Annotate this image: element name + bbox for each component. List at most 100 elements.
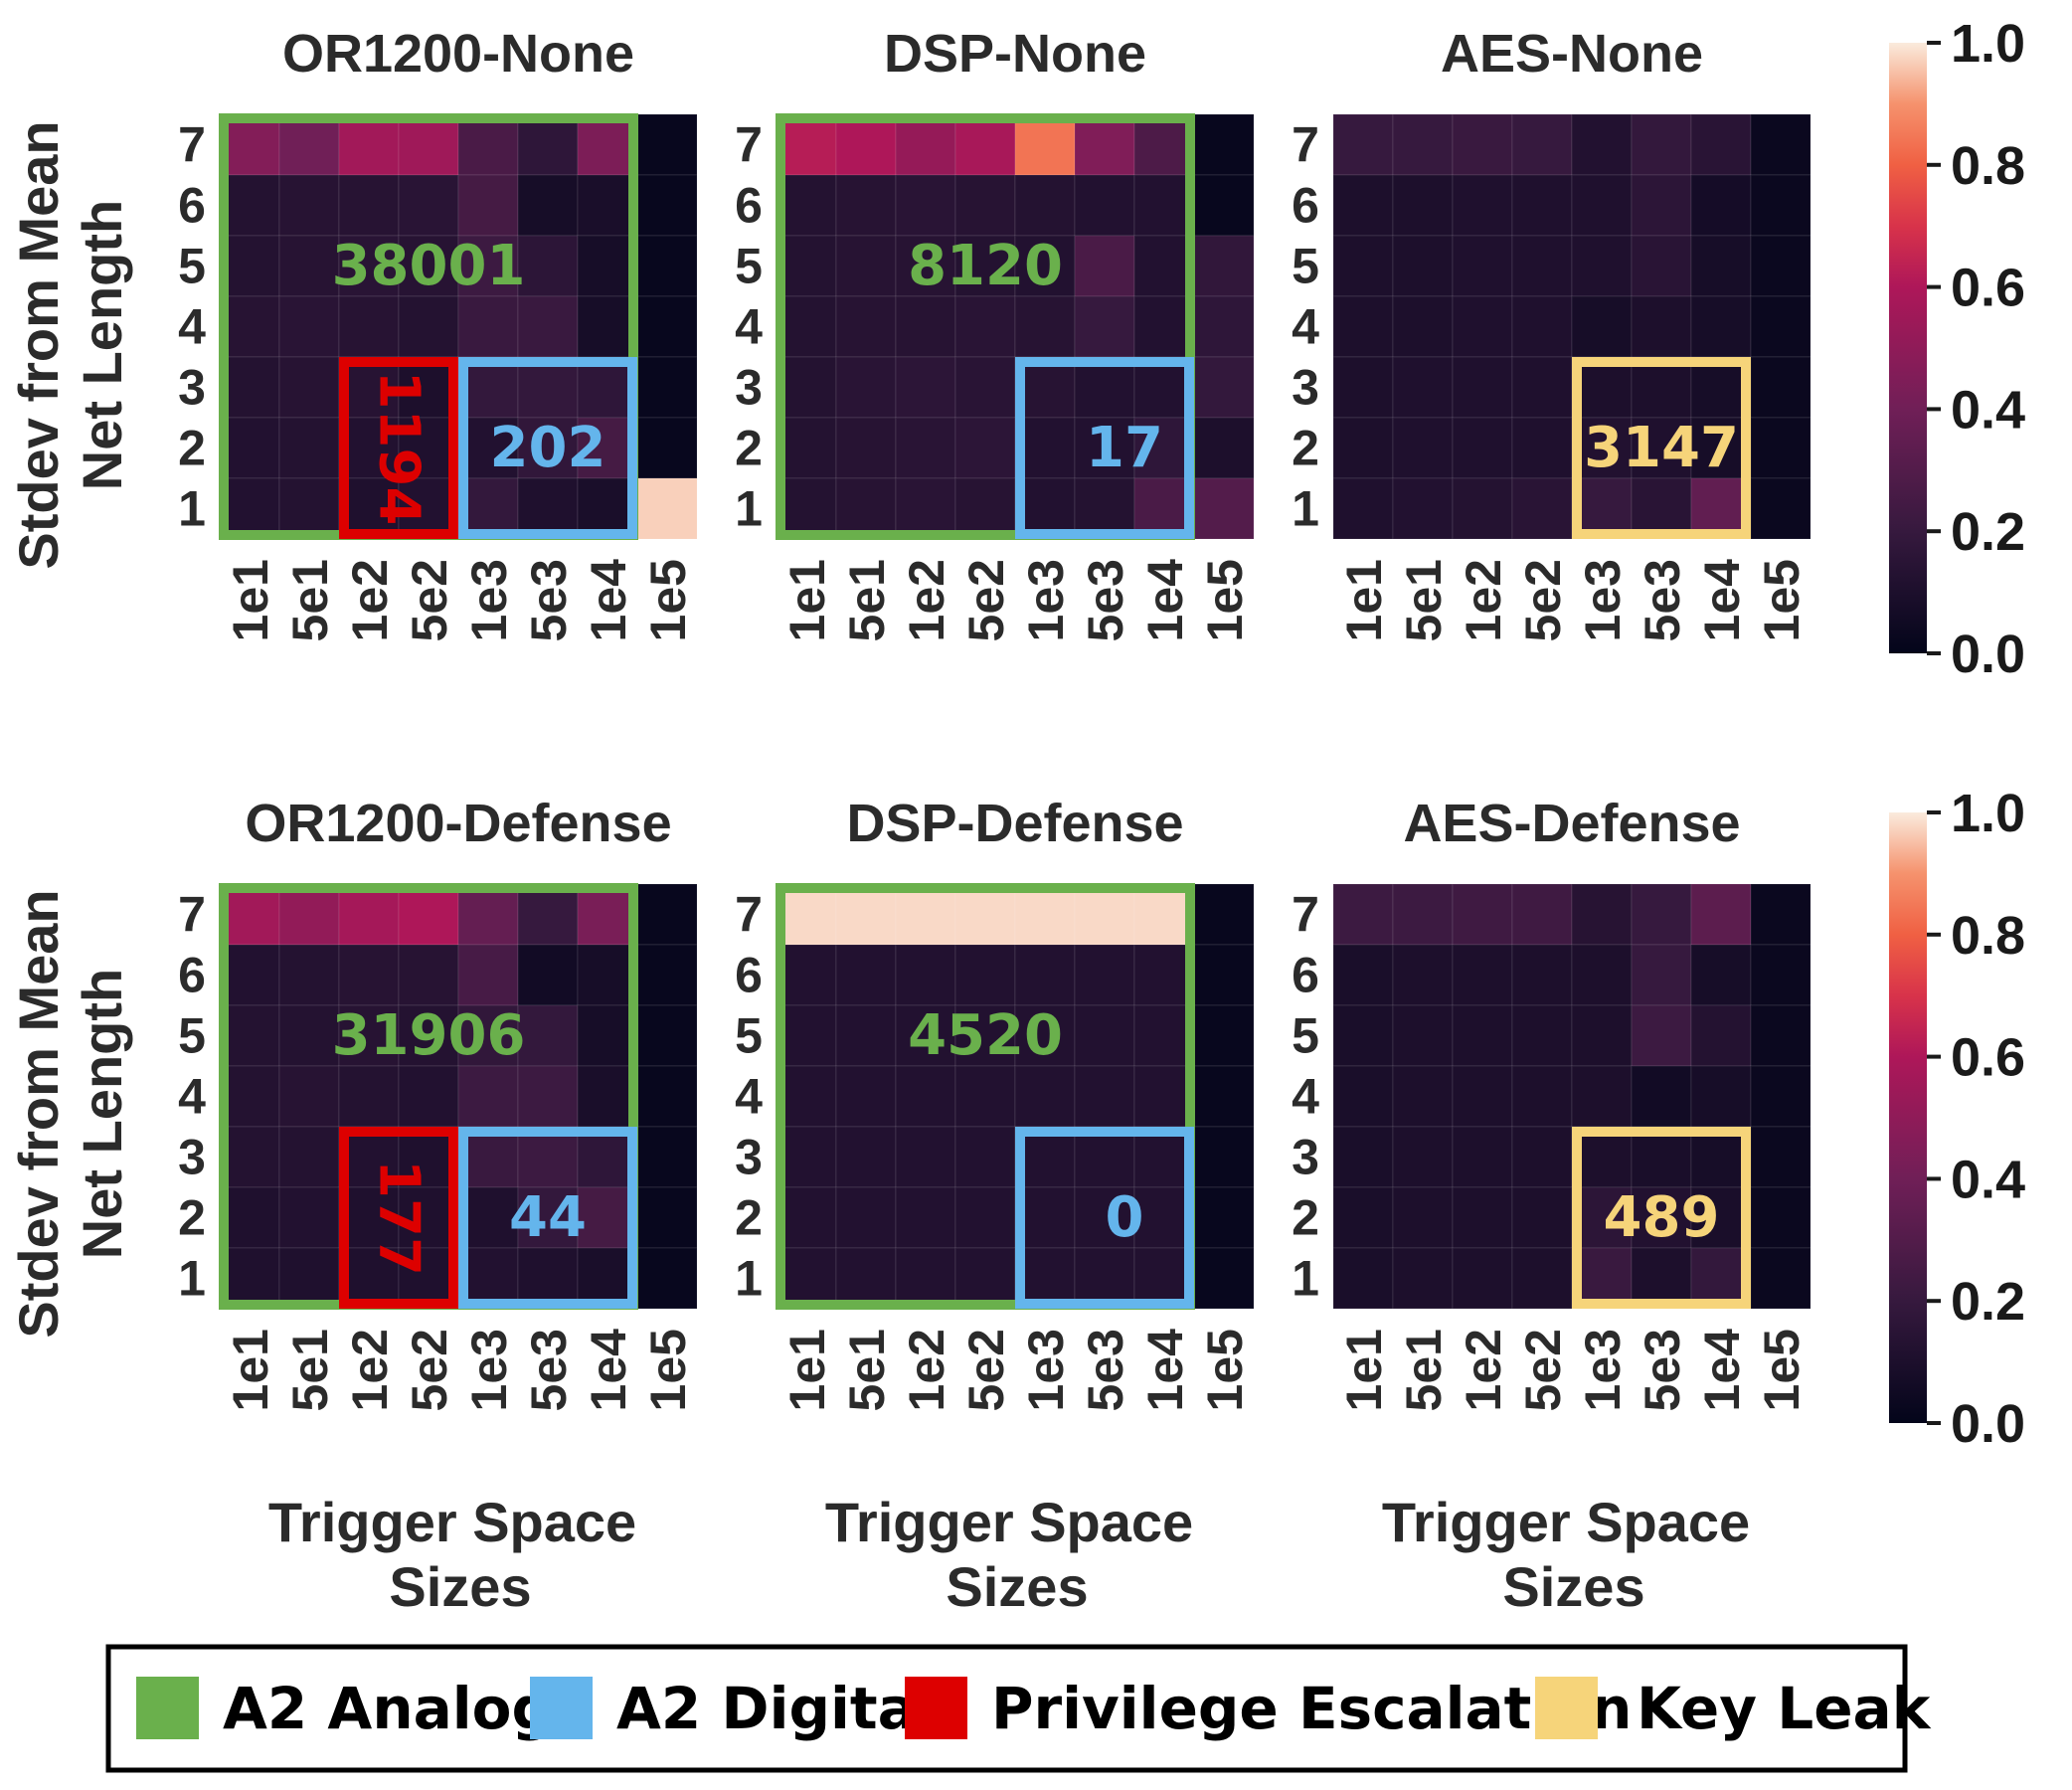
heatmap-cell: [1193, 944, 1255, 1006]
heatmap-cell: [1193, 1247, 1255, 1310]
heatmap-cell: [954, 1186, 1016, 1249]
legend-swatch-a2-digital: [530, 1677, 593, 1739]
count-label-key-leak: 489: [1604, 1185, 1720, 1250]
heatmap-cell: [1571, 295, 1633, 358]
y-tick-label: 5: [735, 239, 763, 294]
count-label-a2-digital: 0: [1106, 1185, 1144, 1250]
y-tick-label: 1: [1292, 1251, 1319, 1307]
y-tick-label: 6: [1292, 178, 1319, 234]
heatmap-cell: [1571, 1004, 1633, 1067]
heatmap-cell: [954, 113, 1016, 176]
heatmap-cell: [1452, 1004, 1513, 1067]
heatmap-cell: [278, 1186, 340, 1249]
heatmap-cell: [1750, 356, 1812, 419]
heatmap-cell: [636, 1004, 698, 1067]
legend-swatch-privilege-escalation: [905, 1677, 967, 1739]
x-tick-label: 5e2: [958, 559, 1014, 641]
heatmap-cell: [457, 883, 519, 946]
colorbar-gradient: [1889, 812, 1927, 1423]
heatmap-cell: [278, 235, 340, 297]
heatmap-cell: [577, 1065, 638, 1128]
y-tick-label: 5: [1292, 1008, 1319, 1064]
region-box-key-leak: [1572, 1127, 1751, 1309]
heatmap-cell: [1392, 113, 1454, 176]
y-tick-label: 5: [178, 239, 206, 294]
heatmap-cell: [835, 477, 897, 540]
heatmap-cell: [636, 1247, 698, 1310]
heatmap-cell: [278, 1126, 340, 1188]
heatmap-cell: [636, 356, 698, 419]
y-tick-label: 3: [735, 1130, 763, 1185]
x-tick-label: 1e2: [899, 1329, 954, 1411]
y-tick-label: 3: [1292, 1130, 1319, 1185]
heatmap-cell: [1511, 174, 1573, 237]
colorbar-tick-label: 1.0: [1951, 784, 2025, 843]
heatmap-cell: [457, 944, 519, 1006]
y-tick-label: 7: [178, 887, 206, 943]
x-tick-label: 1e4: [1137, 559, 1193, 642]
count-label-a2-digital: 202: [490, 416, 606, 480]
heatmap-cell: [1452, 417, 1513, 479]
colorbar-tick-label: 0.2: [1951, 1272, 2025, 1332]
x-tick-label: 1e1: [1336, 559, 1392, 641]
heatmap-cell: [1193, 1065, 1255, 1128]
count-label-a2-digital: 17: [1086, 416, 1163, 480]
heatmap-cell: [1750, 417, 1812, 479]
heatmap-cell: [1690, 883, 1752, 946]
x-tick-label: 1e2: [1456, 559, 1511, 641]
x-tick-label: 5e1: [282, 1329, 338, 1411]
x-tick-label: 5e3: [1635, 1329, 1690, 1411]
colorbar-tick-label: 0.6: [1951, 1028, 2025, 1088]
heatmap-cell: [1133, 883, 1195, 946]
colorbar-top: 0.0 0.2 0.4 0.6 0.8 1.0: [1889, 14, 2025, 684]
heatmap-cell: [1392, 944, 1454, 1006]
heatmap-cell: [1392, 295, 1454, 358]
y-tick-label: 2: [735, 1190, 763, 1246]
heatmap-cell: [338, 295, 400, 358]
heatmap-cell: [1511, 235, 1573, 297]
legend-label-key-leak: Key Leak: [1637, 1675, 1932, 1742]
x-tick-label: 1e1: [223, 559, 278, 641]
heatmap-cell: [835, 417, 897, 479]
x-tick-label: 1e1: [779, 1329, 835, 1411]
heatmap-cell: [517, 944, 579, 1006]
heatmap-cell: [1193, 1186, 1255, 1249]
heatmap-cell: [1014, 1065, 1076, 1128]
heatmap-cell: [1193, 1004, 1255, 1067]
heatmap-cell: [577, 113, 638, 176]
heatmap-cell: [1332, 235, 1394, 297]
heatmap-cell: [835, 113, 897, 176]
count-label-a2-analog: 31906: [332, 1003, 526, 1068]
heatmap-cell: [1133, 1065, 1195, 1128]
heatmap-cell: [1452, 477, 1513, 540]
y-tick-label: 1: [1292, 481, 1319, 537]
heatmap-cell: [1750, 1004, 1812, 1067]
x-tick-label: 5e3: [521, 559, 577, 641]
heatmap-cell: [338, 944, 400, 1006]
heatmap-cell: [1332, 417, 1394, 479]
ylabel-bottom-line2: Net Length: [71, 969, 133, 1259]
count-label-privilege-escalation: 177: [367, 1160, 432, 1276]
legend-swatch-a2-analog: [136, 1677, 199, 1739]
x-tick-label: 5e2: [958, 1329, 1014, 1411]
heatmap-cell: [278, 295, 340, 358]
heatmap-cell: [457, 113, 519, 176]
heatmap-cell: [895, 1186, 956, 1249]
heatmap-cell: [1750, 295, 1812, 358]
x-tick-label: 1e4: [1694, 559, 1750, 642]
heatmap-cell: [636, 295, 698, 358]
count-label-key-leak: 3147: [1584, 416, 1739, 480]
ylabel-top-line1: Stdev from Mean: [7, 120, 70, 569]
heatmap-cell: [895, 883, 956, 946]
heatmap-cell: [1690, 1065, 1752, 1128]
y-tick-label: 7: [1292, 117, 1319, 173]
heatmap-cell: [1571, 113, 1633, 176]
heatmap-cell: [1511, 1126, 1573, 1188]
heatmap-cell: [1690, 295, 1752, 358]
heatmap-cell: [398, 883, 459, 946]
heatmap-cell: [219, 883, 280, 946]
x-tick-label: 5e3: [521, 1329, 577, 1411]
heatmap-cell: [398, 295, 459, 358]
heatmap-cell: [895, 417, 956, 479]
x-tick-label: 1e5: [640, 1329, 696, 1411]
